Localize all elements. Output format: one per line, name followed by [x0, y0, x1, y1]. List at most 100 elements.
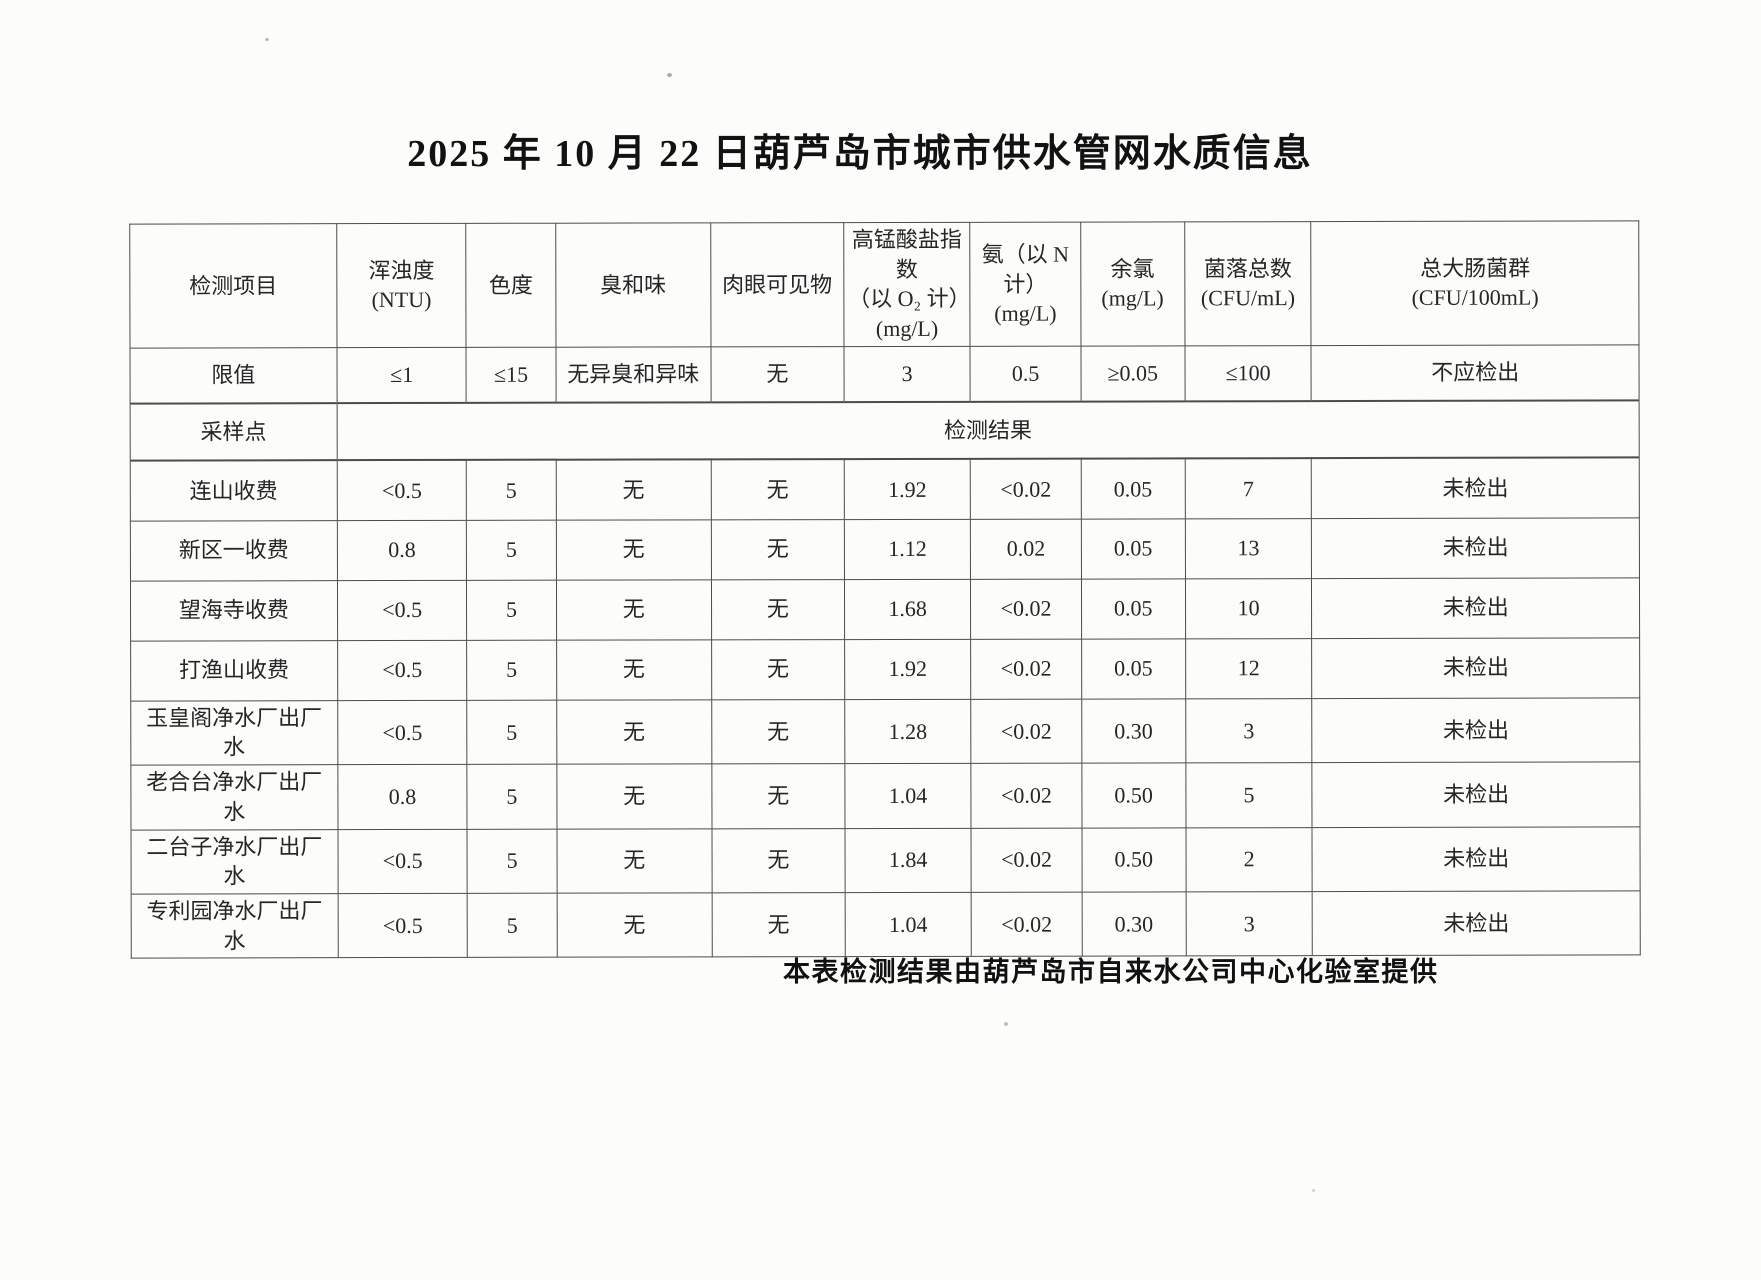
site-name: 新区一收费: [130, 520, 338, 581]
result-cell: 未检出: [1312, 637, 1640, 699]
result-cell: 1.12: [844, 519, 971, 580]
result-cell: 无: [711, 699, 845, 764]
limit-value: ≤15: [466, 346, 556, 404]
column-header-text: 臭和味: [600, 271, 667, 298]
column-header-permanganate-index: 高锰酸盐指数 （以 O₂ 计） (mg/L): [843, 222, 971, 347]
table-header-row: 检测项目 浑浊度(NTU) 色度 臭和味 肉眼可见物 高锰酸盐指数 （以 O₂ …: [129, 220, 1639, 348]
result-cell: 1.04: [844, 892, 972, 957]
result-cell: 无: [711, 579, 845, 640]
result-cell: 10: [1185, 578, 1313, 639]
result-cell: <0.5: [337, 580, 468, 641]
column-header-item: 检测项目: [129, 223, 337, 348]
column-header-colony-count: 菌落总数 (CFU/mL): [1184, 221, 1312, 346]
result-cell: 5: [1185, 762, 1313, 828]
limit-value: ≤1: [336, 347, 467, 404]
limit-value: 0.5: [970, 345, 1081, 403]
result-cell: 无: [556, 699, 712, 765]
page-title: 2025 年 10 月 22 日葫芦岛市城市供水管网水质信息: [407, 133, 1313, 175]
result-cell: 0.50: [1081, 762, 1186, 828]
column-header-text: 肉眼可见物: [722, 271, 833, 297]
result-cell: <0.02: [971, 638, 1082, 700]
result-cell: 0.05: [1081, 638, 1186, 699]
result-cell: 未检出: [1312, 762, 1640, 828]
result-cell: 7: [1184, 458, 1312, 519]
result-cell: 2: [1185, 827, 1313, 892]
result-cell: 0.30: [1081, 698, 1186, 764]
site-name: 连山收费: [130, 460, 338, 521]
column-header-turbidity: 浑浊度(NTU): [336, 223, 467, 348]
result-cell: <0.02: [971, 891, 1082, 957]
scan-speck: [265, 38, 269, 41]
column-header-unit: (mg/L): [994, 300, 1057, 326]
result-cell: 1.84: [844, 827, 972, 893]
result-cell: 0.05: [1080, 518, 1186, 579]
result-cell: 无: [555, 459, 712, 520]
result-cell: 无: [711, 639, 845, 700]
table-row: 新区一收费 0.8 5 无 无 1.12 0.02 0.05 13 未检出: [130, 517, 1640, 581]
sample-point-label: 采样点: [130, 403, 337, 461]
table-row: 老合台净水厂出厂水 0.8 5 无 无 1.04 <0.02 0.50 5 未检…: [130, 762, 1640, 830]
result-cell: 0.05: [1081, 578, 1186, 639]
result-cell: <0.02: [971, 827, 1082, 893]
site-name: 二台子净水厂出厂水: [131, 829, 338, 894]
result-cell: 5: [467, 828, 557, 894]
column-header-unit: (mg/L): [1101, 285, 1164, 311]
column-header-text: 总大肠菌群: [1420, 255, 1531, 281]
result-cell: 1.68: [844, 579, 972, 640]
site-name: 打渔山收费: [130, 640, 338, 701]
limit-value: ≥0.05: [1080, 345, 1185, 402]
site-name: 望海寺收费: [130, 580, 338, 641]
water-quality-table: 检测项目 浑浊度(NTU) 色度 臭和味 肉眼可见物 高锰酸盐指数 （以 O₂ …: [129, 220, 1641, 959]
table-row: 专利园净水厂出厂水 <0.5 5 无 无 1.04 <0.02 0.30 3 未…: [131, 890, 1641, 959]
scan-speck: [1004, 1022, 1008, 1026]
column-header-unit: (CFU/mL): [1200, 285, 1296, 311]
limit-row: 限值 ≤1 ≤15 无异臭和异味 无 3 0.5 ≥0.05 ≤100 不应检出: [129, 344, 1640, 404]
site-name: 老合台净水厂出厂水: [130, 764, 338, 830]
column-header-chroma: 色度: [466, 223, 556, 348]
scan-speck: [667, 73, 672, 77]
result-cell: 13: [1185, 518, 1312, 579]
result-cell: <0.02: [970, 458, 1081, 520]
result-cell: 0.02: [970, 518, 1082, 580]
table-row: 二台子净水厂出厂水 <0.5 5 无 无 1.84 <0.02 0.50 2 未…: [131, 826, 1641, 894]
result-cell: 无: [556, 763, 712, 829]
limit-value: 不应检出: [1311, 344, 1640, 402]
column-header-text: 氨（以 N 计）: [981, 241, 1070, 297]
table-row: 连山收费 <0.5 5 无 无 1.92 <0.02 0.05 7 未检出: [130, 457, 1640, 521]
column-header-unit: (mg/L): [875, 315, 939, 342]
result-cell: 无: [711, 763, 845, 829]
result-cell: 3: [1185, 698, 1313, 763]
result-cell: 5: [467, 764, 557, 829]
result-section-label: 检测结果: [336, 400, 1640, 461]
site-name: 玉皇阁净水厂出厂水: [130, 700, 338, 766]
result-cell: 5: [466, 579, 557, 641]
table-row: 玉皇阁净水厂出厂水 <0.5 5 无 无 1.28 <0.02 0.30 3 未…: [130, 697, 1640, 766]
result-cell: 无: [711, 459, 845, 520]
result-cell: 未检出: [1312, 826, 1641, 892]
column-header-residual-chlorine: 余氯 (mg/L): [1080, 221, 1185, 346]
column-header-odor: 臭和味: [555, 222, 711, 347]
result-cell: 无: [712, 892, 845, 958]
table-row: 打渔山收费 <0.5 5 无 无 1.92 <0.02 0.05 12 未检出: [130, 637, 1640, 701]
result-cell: 0.8: [337, 520, 467, 581]
result-cell: <0.02: [971, 763, 1082, 828]
result-cell: 5: [466, 459, 556, 521]
result-cell: 无: [556, 892, 713, 958]
column-header-text: 色度: [488, 272, 533, 298]
result-cell: <0.5: [336, 460, 467, 521]
result-cell: 无: [555, 519, 712, 580]
scan-speck: [1312, 1189, 1315, 1192]
result-cell: 0.05: [1080, 458, 1186, 519]
column-header-ammonia: 氨（以 N 计） (mg/L): [970, 222, 1081, 347]
result-cell: 未检出: [1312, 697, 1640, 763]
result-cell: 未检出: [1311, 457, 1640, 519]
result-cell: 0.30: [1081, 891, 1186, 957]
result-cell: 无: [556, 828, 713, 894]
limit-label: 限值: [129, 347, 337, 404]
result-cell: 5: [467, 639, 557, 701]
result-cell: 0.8: [337, 764, 468, 830]
result-cell: 1.92: [843, 459, 971, 520]
column-header-text: 检测项目: [189, 272, 278, 298]
result-cell: 1.04: [844, 763, 972, 829]
